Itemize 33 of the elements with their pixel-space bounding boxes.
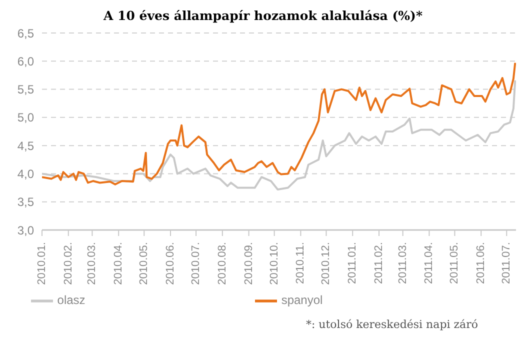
y-tick-label: 3,5 [17,195,34,210]
x-tick-label: 2010.10. [268,242,280,285]
x-tick-label: 2010.07. [190,242,202,285]
text: *: utolsó kereskedési napi záró [304,318,479,331]
y-tick-label: 5,0 [17,110,34,125]
y-tick-label: 6,0 [17,54,34,68]
x-tick-label: 2011.02. [372,242,385,284]
x-tick-label: 2010.02. [62,242,74,285]
x-tick-label: 2011.05. [448,242,461,284]
x-tick-label: 2010.05. [138,242,150,285]
y-tick-label: 3,0 [17,223,34,238]
x-tick-label: 2011.01. [346,242,359,284]
y-tick-label: 6,5 [17,26,34,40]
y-tick-label: 4,5 [17,138,34,153]
x-tick-label: 2010.01. [36,242,48,285]
x-tick-label: 2010.12. [320,242,332,285]
line-series [42,62,516,186]
x-tick-label: 2011.03. [396,242,409,284]
y-tick-label: 4,0 [17,166,34,181]
x-tick-label: 2010.11. [294,242,307,284]
chart-title: A 10 éves állampapír hozamok alakulása (%)* [102,8,424,24]
x-tick-label: 2010.03. [86,242,98,285]
x-tick-label: 2011.04. [423,242,436,284]
x-tick-label: 2010.09. [242,242,255,285]
x-tick-label: 2010.06. [164,242,176,285]
y-tick-label: 5,5 [17,82,34,97]
legend-label: spanyol [281,293,323,308]
x-tick-label: 2010.08. [216,242,228,285]
legend-label: olasz [57,293,86,308]
line-series [42,79,516,190]
x-tick-label: 2011.06. [475,242,488,284]
x-tick-label: 2010.04. [112,242,125,285]
x-tick-label: 2011.07. [500,242,513,284]
